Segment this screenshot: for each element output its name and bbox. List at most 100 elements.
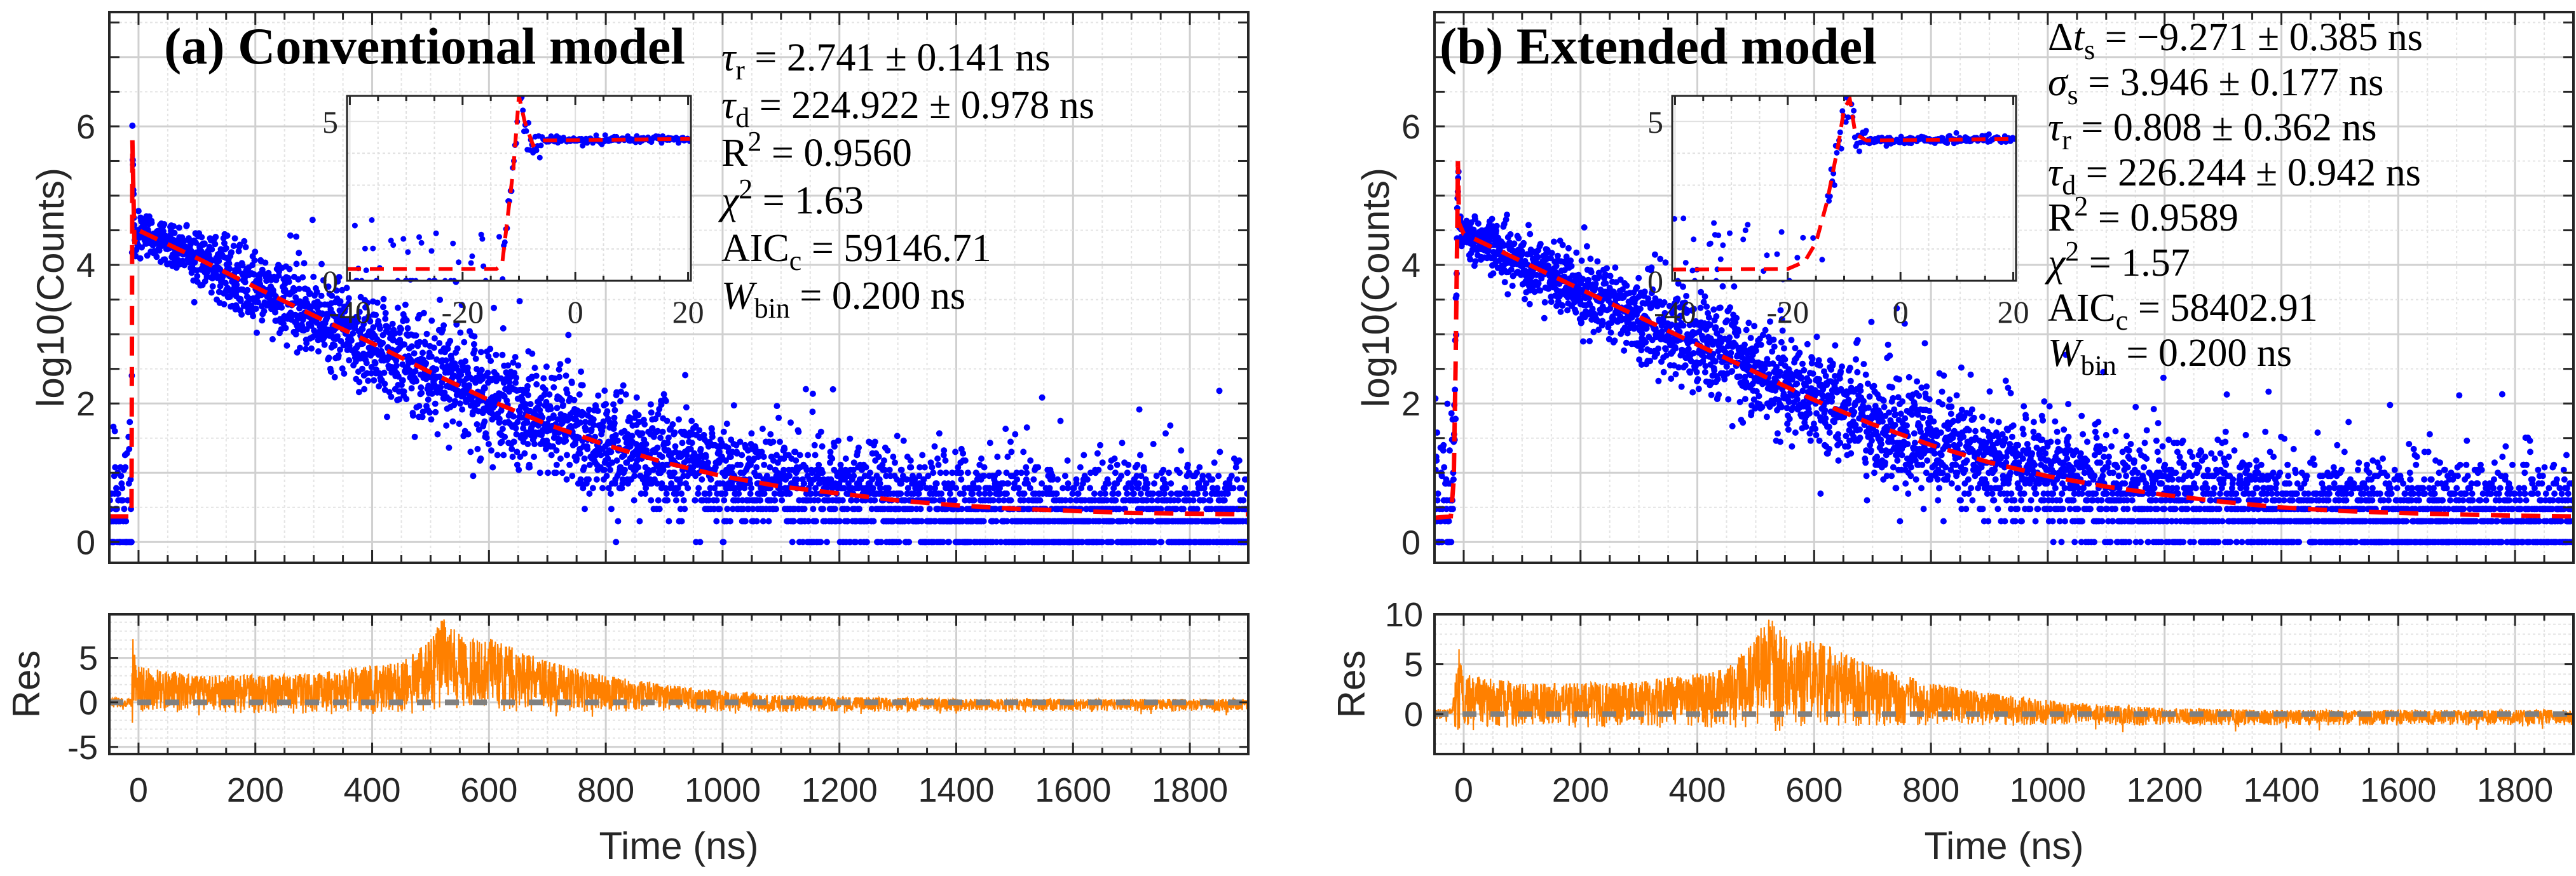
data-point <box>501 433 508 440</box>
data-point <box>946 497 953 504</box>
data-point <box>1061 473 1068 480</box>
data-point <box>735 497 742 504</box>
inset-data-point <box>479 236 486 242</box>
data-point <box>908 506 915 513</box>
data-point <box>939 539 946 546</box>
data-point <box>364 299 371 306</box>
data-point <box>936 430 943 437</box>
data-point <box>1507 231 1514 238</box>
inset-data-point <box>362 245 368 252</box>
data-point <box>1168 490 1175 497</box>
data-point <box>780 466 787 473</box>
data-point <box>522 401 529 408</box>
data-point <box>1168 480 1175 487</box>
data-point <box>1541 314 1548 321</box>
data-point <box>943 506 950 513</box>
data-point <box>658 401 665 408</box>
data-point <box>709 433 716 440</box>
data-point <box>1046 485 1053 492</box>
annotation-value: = 0.200 ns <box>790 274 965 318</box>
data-point <box>1007 438 1014 445</box>
data-point <box>370 324 377 331</box>
data-point <box>345 300 352 307</box>
data-point <box>1200 497 1207 504</box>
data-point <box>1221 497 1228 504</box>
data-point <box>601 466 608 473</box>
data-point <box>687 445 694 452</box>
data-point <box>856 506 862 513</box>
data-point <box>1194 469 1201 476</box>
data-point <box>580 485 587 492</box>
inset-data-point <box>520 107 526 114</box>
fit-annotation: τr = 2.741 ± 0.141 ns <box>721 36 1050 86</box>
data-point <box>1559 241 1566 248</box>
data-point <box>730 506 736 513</box>
data-point <box>1448 539 1455 546</box>
data-point <box>272 309 278 316</box>
data-point <box>927 485 934 492</box>
data-point <box>1037 497 1044 504</box>
data-point <box>252 306 259 313</box>
x-tick-label: 400 <box>343 771 400 809</box>
data-point <box>931 443 938 450</box>
data-point <box>802 386 809 393</box>
data-point <box>485 441 492 447</box>
data-point <box>586 490 593 497</box>
data-point <box>1097 441 1103 448</box>
data-point <box>964 469 971 476</box>
data-point <box>881 457 887 464</box>
data-point <box>536 401 543 408</box>
inset-data-point <box>450 240 456 246</box>
data-point <box>553 461 560 468</box>
data-point <box>359 326 366 332</box>
data-point <box>389 320 396 327</box>
data-point <box>793 457 800 464</box>
data-point <box>862 464 869 471</box>
data-point <box>139 244 145 251</box>
data-point <box>585 407 592 414</box>
data-point <box>1027 457 1034 464</box>
data-point <box>514 419 521 426</box>
data-point <box>761 461 768 468</box>
data-point <box>524 441 531 447</box>
data-point <box>440 322 447 329</box>
fit-annotation: τd = 224.922 ± 0.978 ns <box>721 84 1094 133</box>
data-point <box>629 433 636 440</box>
data-point <box>114 490 121 497</box>
data-point <box>848 485 855 492</box>
data-point <box>474 445 481 452</box>
data-point <box>533 381 540 387</box>
data-point <box>953 485 960 492</box>
inset-x-tick-label: -40 <box>329 294 371 330</box>
data-point <box>1215 473 1222 480</box>
data-point <box>1141 466 1147 473</box>
data-point <box>993 518 1000 525</box>
data-point <box>852 539 859 546</box>
data-point <box>657 435 664 441</box>
data-point <box>724 506 731 513</box>
data-point <box>230 243 237 250</box>
annotation-symbol: W <box>721 274 758 318</box>
annotation-subscript: c <box>789 245 802 276</box>
data-point <box>938 490 945 497</box>
data-point <box>259 317 266 324</box>
data-point <box>526 464 533 471</box>
inset-data-point <box>370 245 376 252</box>
data-point <box>510 413 517 420</box>
data-point <box>510 359 517 366</box>
data-point <box>308 322 315 329</box>
data-point <box>293 260 300 267</box>
data-point <box>496 415 503 422</box>
data-point <box>541 391 548 398</box>
data-point <box>1111 455 1118 462</box>
data-point <box>855 444 862 451</box>
data-point <box>594 407 601 414</box>
data-point <box>296 250 303 257</box>
data-point <box>380 295 387 302</box>
data-point <box>890 518 897 525</box>
data-point <box>1501 279 1508 286</box>
data-point <box>127 476 134 483</box>
data-point <box>884 447 891 454</box>
inset-data-point <box>351 222 358 229</box>
data-point <box>385 354 392 361</box>
